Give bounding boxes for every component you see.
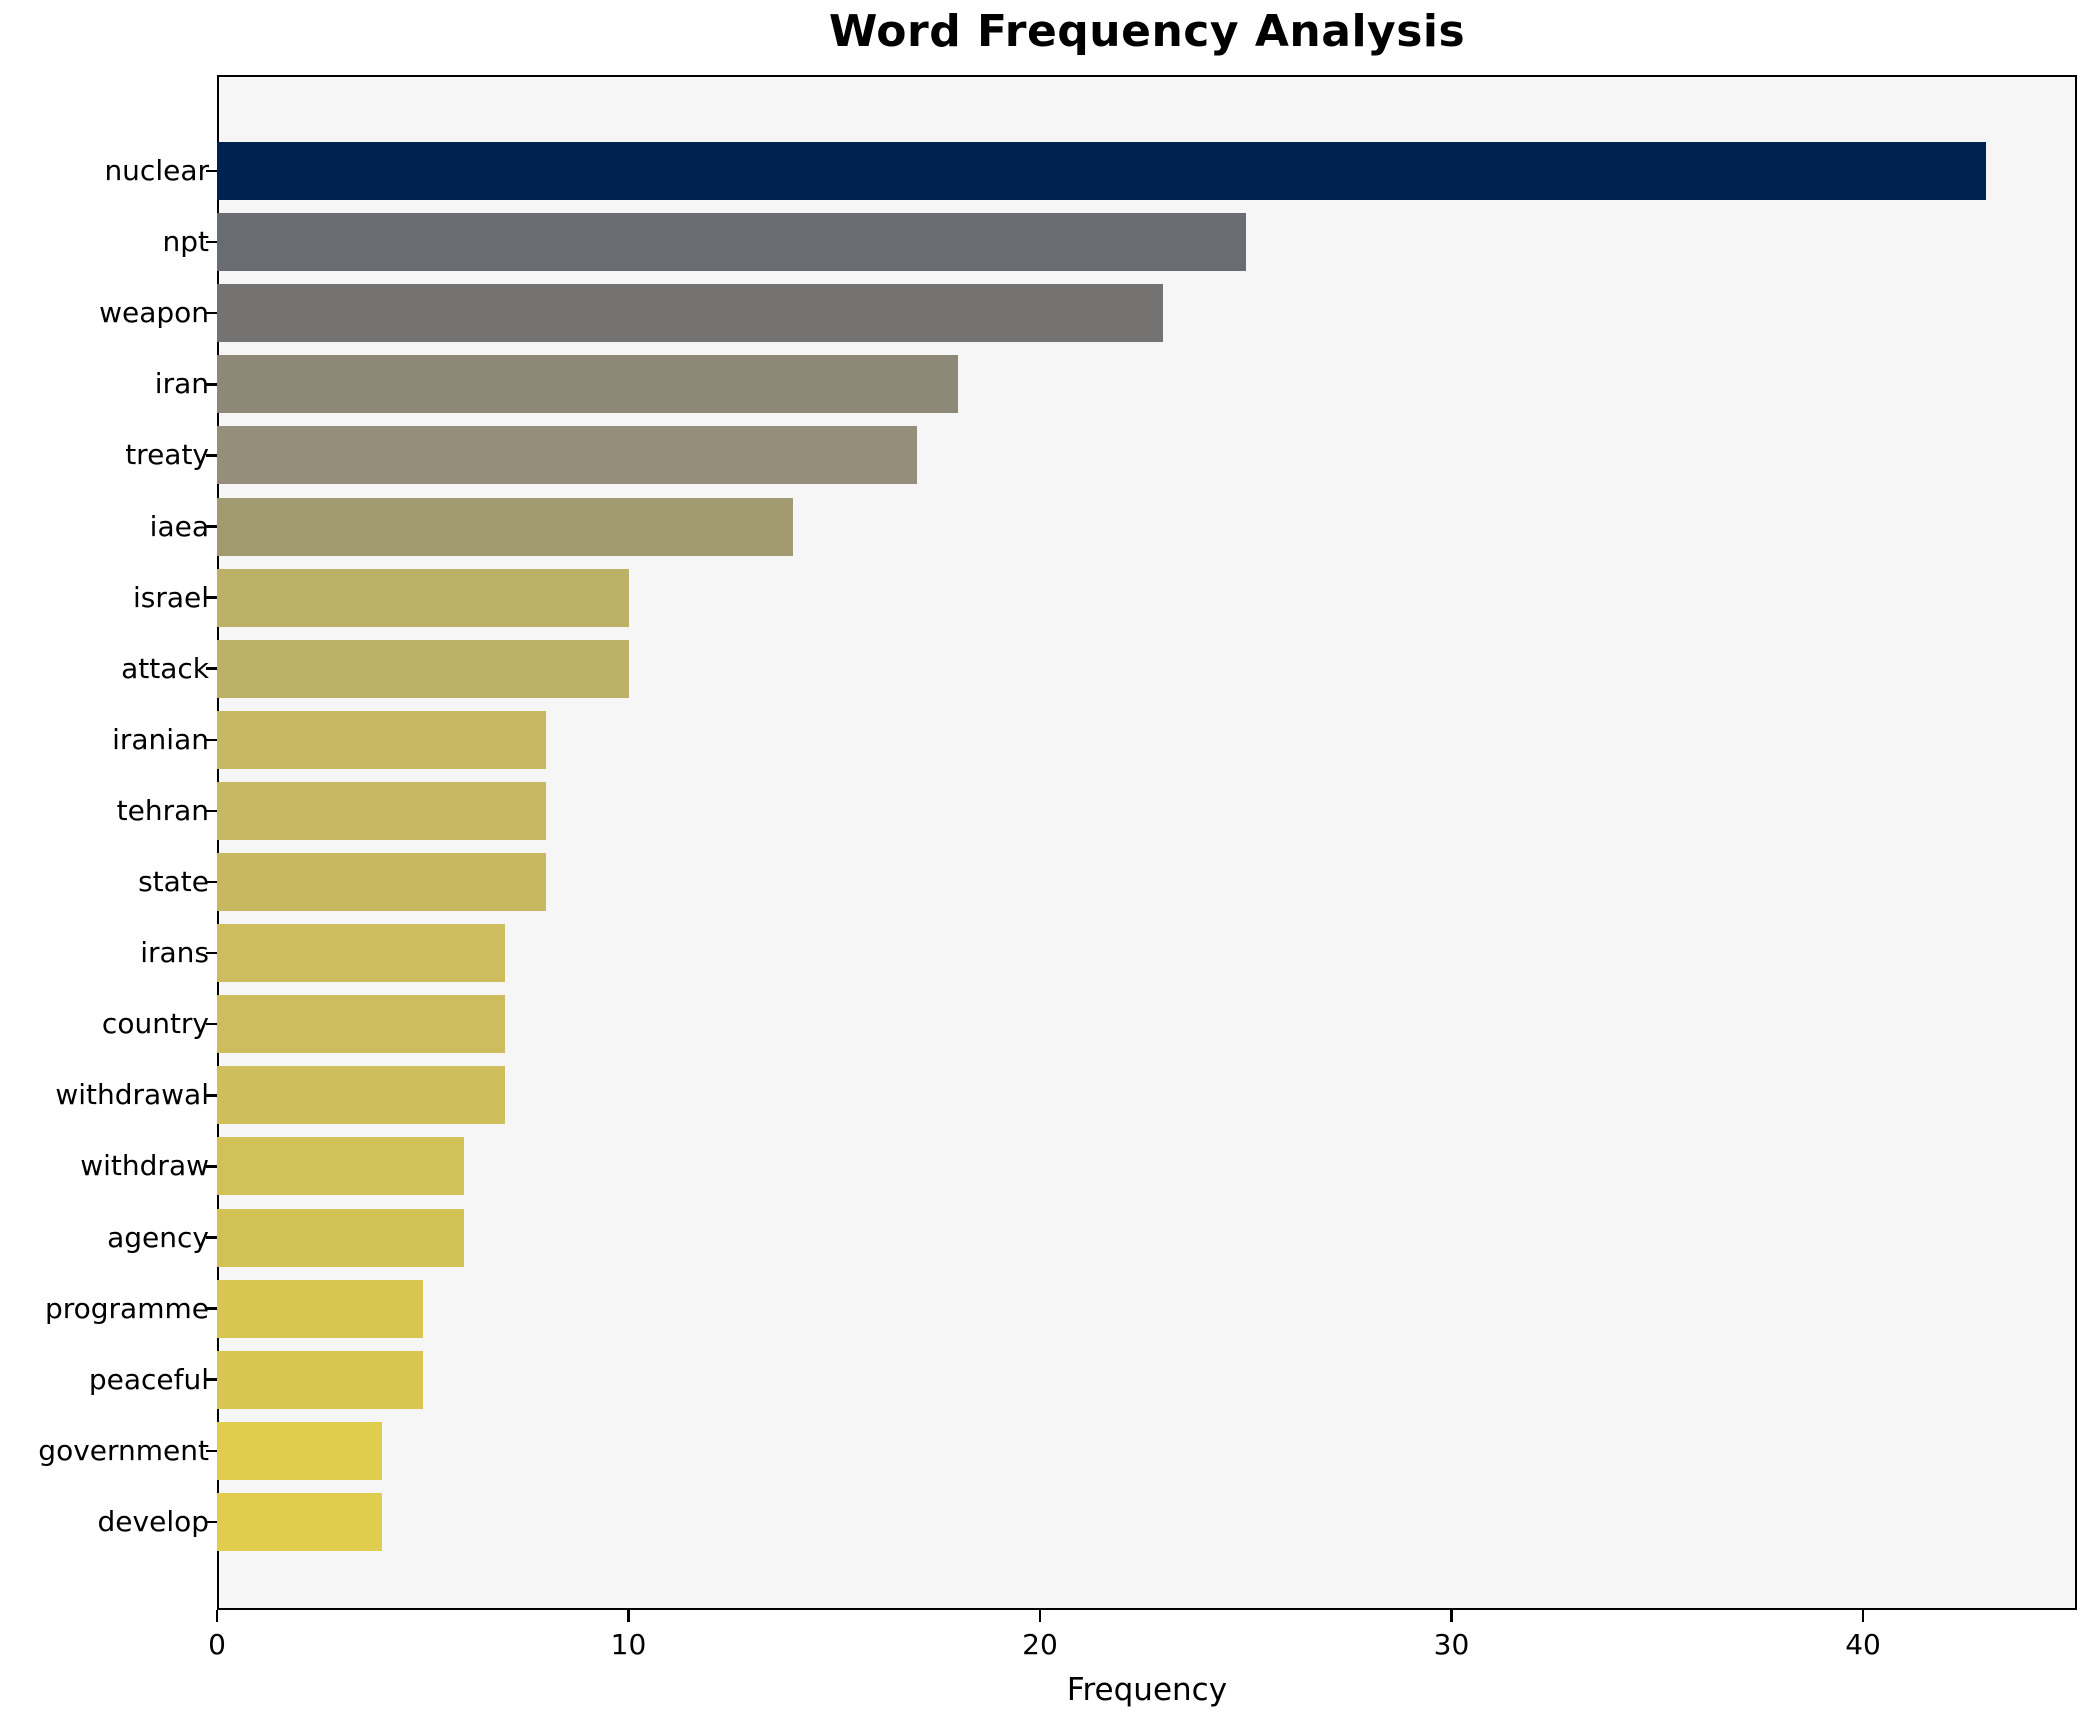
bar-government — [217, 1421, 382, 1480]
y-tick-mark — [206, 1520, 217, 1524]
y-tick-label: government — [38, 1433, 209, 1467]
y-tick-label: country — [101, 1007, 209, 1041]
y-tick-label: state — [138, 865, 209, 898]
y-tick-mark — [206, 880, 217, 884]
y-tick-mark — [206, 169, 217, 173]
x-tick-label: 20 — [1022, 1628, 1058, 1661]
y-tick-label: treaty — [125, 438, 209, 472]
x-tick-mark — [627, 1610, 630, 1622]
y-tick-mark — [206, 383, 217, 386]
bar-iaea — [217, 497, 794, 556]
y-tick-label: israel — [132, 580, 209, 614]
y-tick-mark — [206, 1307, 217, 1310]
bar-tehran — [217, 781, 547, 840]
bar-weapon — [217, 284, 1164, 343]
y-tick-mark — [206, 738, 217, 742]
x-tick-mark — [1450, 1610, 1453, 1622]
y-tick-label: weapon — [99, 296, 209, 330]
y-tick-label: nuclear — [104, 154, 209, 187]
bar-nuclear — [217, 142, 1987, 200]
y-tick-label: peaceful — [88, 1362, 209, 1396]
y-tick-label: npt — [162, 225, 210, 259]
bar-npt — [217, 213, 1246, 272]
x-tick-label: 10 — [610, 1628, 647, 1661]
bar-iran — [217, 355, 958, 414]
x-tick-mark — [1038, 1610, 1042, 1622]
bar-treaty — [217, 426, 917, 485]
y-tick-mark — [206, 525, 217, 528]
chart-title: Word Frequency Analysis — [828, 6, 1466, 57]
y-tick-mark — [206, 240, 217, 244]
x-tick-label: 30 — [1433, 1628, 1470, 1661]
bar-develop — [217, 1492, 382, 1551]
bar-irans — [217, 924, 506, 983]
y-tick-mark — [206, 596, 217, 599]
y-tick-mark — [206, 951, 217, 955]
bar-agency — [217, 1208, 464, 1267]
y-tick-mark — [206, 1094, 217, 1097]
bar-peaceful — [217, 1350, 423, 1409]
y-tick-label: withdrawal — [55, 1078, 209, 1112]
y-tick-label: iran — [154, 367, 209, 401]
y-tick-label: iranian — [112, 722, 209, 756]
y-tick-label: withdraw — [80, 1149, 209, 1183]
y-tick-label: agency — [107, 1220, 209, 1254]
bar-withdrawal — [217, 1066, 506, 1125]
bar-state — [217, 853, 547, 911]
y-tick-mark — [206, 1022, 217, 1026]
y-tick-mark — [206, 1165, 217, 1168]
x-axis-label: Frequency — [1066, 1672, 1228, 1708]
y-tick-mark — [206, 1378, 217, 1381]
x-tick-mark — [1861, 1610, 1865, 1622]
x-tick-label: 40 — [1845, 1628, 1881, 1661]
x-tick-label: 0 — [208, 1628, 226, 1661]
bar-attack — [217, 639, 629, 698]
bar-israel — [217, 568, 629, 627]
y-tick-label: programme — [44, 1291, 209, 1325]
y-tick-label: develop — [97, 1504, 209, 1538]
y-tick-mark — [206, 311, 217, 315]
bar-withdraw — [217, 1137, 464, 1196]
y-tick-mark — [206, 1236, 217, 1239]
y-tick-label: tehran — [116, 793, 209, 827]
y-tick-mark — [206, 454, 217, 457]
bar-programme — [217, 1279, 423, 1338]
y-tick-mark — [206, 667, 217, 670]
y-tick-label: irans — [140, 936, 209, 970]
y-tick-label: iaea — [149, 509, 209, 543]
x-tick-mark — [215, 1610, 219, 1622]
y-tick-mark — [206, 809, 217, 813]
y-tick-label: attack — [121, 651, 209, 685]
y-tick-mark — [206, 1449, 217, 1453]
bar-iranian — [217, 710, 547, 769]
bar-country — [217, 995, 506, 1054]
